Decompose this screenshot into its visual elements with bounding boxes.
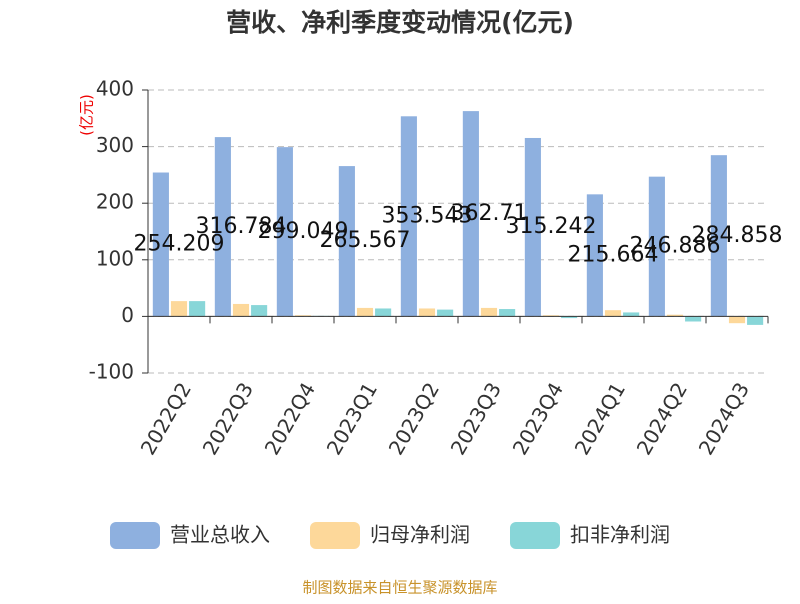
bar	[524, 137, 541, 317]
bar	[232, 303, 250, 317]
x-tick-label: 2023Q3	[446, 378, 506, 459]
data-label: 246.886	[630, 234, 721, 259]
bar	[375, 308, 392, 317]
bar	[214, 137, 231, 317]
data-label: 316.784	[196, 214, 287, 239]
bar	[356, 307, 374, 317]
legend-label: 营业总收入	[170, 523, 270, 547]
data-label: 265.567	[320, 228, 411, 253]
data-label: 215.664	[568, 242, 659, 267]
chart-title: 营收、净利季度变动情况(亿元)	[226, 8, 574, 37]
source-note: 制图数据来自恒生聚源数据库	[302, 579, 497, 597]
legend-swatch	[310, 522, 360, 549]
bar	[586, 194, 603, 317]
bar	[480, 307, 498, 317]
data-label: 362.71	[451, 201, 528, 226]
x-tick-label: 2022Q3	[198, 378, 258, 459]
y-tick-label: -100	[89, 360, 134, 384]
bar	[189, 301, 206, 317]
x-tick-label: 2022Q2	[136, 378, 196, 459]
bar	[710, 155, 727, 317]
legend-label: 归母净利润	[370, 523, 470, 547]
data-label: 254.209	[134, 231, 225, 256]
bar	[604, 310, 622, 317]
bar	[685, 316, 702, 322]
bar	[251, 305, 268, 317]
bar	[666, 314, 684, 317]
x-tick-label: 2024Q2	[632, 378, 692, 459]
bar	[499, 309, 516, 317]
bar	[648, 176, 665, 317]
legend-swatch	[110, 522, 160, 549]
data-label: 299.049	[258, 219, 349, 244]
x-tick-label: 2022Q4	[260, 378, 320, 459]
y-axis-label: (亿元)	[78, 94, 96, 136]
bar	[747, 316, 764, 325]
x-tick-label: 2024Q1	[570, 378, 630, 459]
bar	[152, 172, 169, 317]
x-tick-label: 2023Q2	[384, 378, 444, 459]
bar	[623, 312, 640, 317]
y-tick-label: 400	[96, 77, 134, 101]
data-label: 284.858	[692, 223, 783, 248]
bar	[400, 116, 417, 317]
bar	[276, 147, 293, 317]
bar	[338, 166, 355, 317]
y-tick-label: 100	[96, 246, 134, 270]
legend-label: 扣非净利润	[570, 523, 670, 547]
x-tick-label: 2023Q1	[322, 378, 382, 459]
y-tick-label: 200	[96, 190, 134, 214]
bar	[561, 316, 578, 319]
x-tick-label: 2024Q3	[694, 378, 754, 459]
bar	[462, 111, 479, 317]
bar	[418, 308, 436, 317]
bar	[170, 301, 188, 317]
data-label: 353.543	[382, 203, 473, 228]
y-tick-label: 0	[121, 303, 134, 327]
data-label: 315.242	[506, 214, 597, 239]
bar	[437, 309, 454, 317]
legend-swatch	[510, 522, 560, 549]
bar	[294, 315, 312, 317]
bar	[728, 316, 746, 324]
y-tick-label: 300	[96, 133, 134, 157]
x-tick-label: 2023Q4	[508, 378, 568, 459]
bar	[542, 315, 560, 317]
